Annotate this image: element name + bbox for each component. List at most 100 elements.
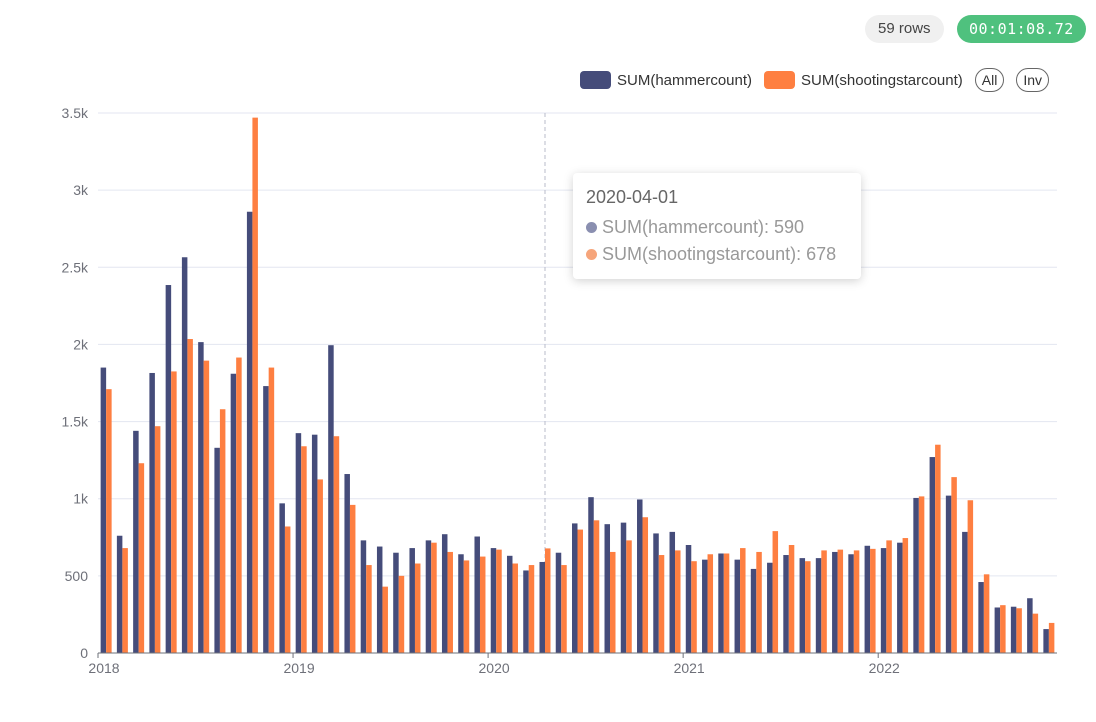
bar-hammercount[interactable] [815, 558, 822, 653]
bar-shootingstarcount[interactable] [154, 426, 161, 653]
bar-shootingstarcount[interactable] [106, 389, 112, 653]
bar-hammercount[interactable] [734, 559, 741, 653]
bar-hammercount[interactable] [116, 535, 123, 653]
bar-hammercount[interactable] [929, 457, 936, 653]
bar-shootingstarcount[interactable] [561, 565, 567, 653]
bar-shootingstarcount[interactable] [496, 549, 502, 653]
bar-shootingstarcount[interactable] [382, 586, 388, 653]
bar-hammercount[interactable] [393, 552, 399, 653]
bar-shootingstarcount[interactable] [658, 555, 665, 653]
bar-hammercount[interactable] [490, 548, 497, 653]
bar-hammercount[interactable] [328, 345, 334, 653]
bar-hammercount[interactable] [653, 533, 659, 653]
bar-hammercount[interactable] [637, 499, 643, 653]
bar-shootingstarcount[interactable] [675, 550, 681, 653]
bar-hammercount[interactable] [1010, 606, 1017, 653]
bar-hammercount[interactable] [344, 474, 350, 653]
bar-hammercount[interactable] [978, 582, 984, 653]
bar-shootingstarcount[interactable] [951, 477, 957, 653]
bar-hammercount[interactable] [360, 540, 367, 653]
bar-shootingstarcount[interactable] [1016, 608, 1022, 653]
bar-hammercount[interactable] [848, 554, 854, 653]
bar-shootingstarcount[interactable] [756, 551, 762, 653]
bar-hammercount[interactable] [864, 545, 871, 653]
bar-shootingstarcount[interactable] [528, 565, 535, 653]
legend-invert-button[interactable]: Inv [1016, 68, 1050, 92]
bar-hammercount[interactable] [311, 434, 318, 653]
bar-shootingstarcount[interactable] [740, 548, 746, 653]
bar-shootingstarcount[interactable] [333, 436, 340, 653]
bar-shootingstarcount[interactable] [463, 560, 470, 653]
bar-shootingstarcount[interactable] [723, 553, 730, 653]
bar-hammercount[interactable] [620, 522, 627, 653]
bar-hammercount[interactable] [376, 546, 383, 653]
legend-item-shootingstarcount[interactable]: SUM(shootingstarcount) [764, 71, 963, 89]
bar-shootingstarcount[interactable] [837, 549, 844, 653]
bar-shootingstarcount[interactable] [122, 548, 128, 653]
bar-hammercount[interactable] [767, 562, 773, 653]
bar-hammercount[interactable] [555, 552, 562, 653]
bar-hammercount[interactable] [750, 568, 757, 653]
bar-shootingstarcount[interactable] [707, 554, 714, 653]
bar-shootingstarcount[interactable] [1000, 605, 1006, 653]
bar-hammercount[interactable] [295, 433, 302, 653]
bar-hammercount[interactable] [1043, 629, 1049, 653]
bar-hammercount[interactable] [669, 531, 676, 653]
bar-hammercount[interactable] [832, 551, 838, 653]
bar-hammercount[interactable] [198, 342, 204, 653]
bar-hammercount[interactable] [799, 558, 806, 653]
bar-hammercount[interactable] [880, 548, 887, 653]
bar-shootingstarcount[interactable] [626, 540, 632, 653]
bar-shootingstarcount[interactable] [479, 556, 486, 653]
bar-hammercount[interactable] [279, 503, 285, 653]
bar-hammercount[interactable] [1027, 598, 1033, 653]
bar-hammercount[interactable] [165, 285, 172, 653]
bar-hammercount[interactable] [994, 607, 1001, 653]
bar-shootingstarcount[interactable] [301, 446, 307, 653]
bar-shootingstarcount[interactable] [187, 339, 193, 653]
bar-hammercount[interactable] [685, 545, 692, 653]
bar-shootingstarcount[interactable] [983, 574, 990, 653]
bar-shootingstarcount[interactable] [284, 526, 291, 653]
bar-hammercount[interactable] [913, 497, 919, 653]
bar-shootingstarcount[interactable] [317, 479, 323, 653]
bar-hammercount[interactable] [945, 495, 952, 653]
bar-shootingstarcount[interactable] [691, 561, 697, 653]
legend-item-hammercount[interactable]: SUM(hammercount) [580, 71, 752, 89]
bar-shootingstarcount[interactable] [431, 542, 437, 653]
bar-hammercount[interactable] [214, 447, 220, 653]
bar-shootingstarcount[interactable] [398, 575, 405, 653]
bar-shootingstarcount[interactable] [577, 529, 584, 653]
bar-shootingstarcount[interactable] [772, 531, 779, 653]
bar-shootingstarcount[interactable] [1048, 622, 1055, 653]
bar-hammercount[interactable] [230, 373, 237, 653]
bar-hammercount[interactable] [263, 386, 269, 653]
bar-shootingstarcount[interactable] [870, 548, 876, 653]
bar-shootingstarcount[interactable] [414, 563, 421, 653]
bar-shootingstarcount[interactable] [203, 360, 210, 653]
bar-hammercount[interactable] [474, 536, 480, 653]
bar-shootingstarcount[interactable] [447, 551, 453, 653]
bar-shootingstarcount[interactable] [593, 520, 600, 653]
bar-shootingstarcount[interactable] [171, 371, 177, 653]
bar-hammercount[interactable] [441, 534, 448, 653]
bar-hammercount[interactable] [783, 555, 789, 653]
bar-shootingstarcount[interactable] [236, 357, 242, 653]
bar-hammercount[interactable] [523, 570, 529, 653]
bar-shootingstarcount[interactable] [610, 551, 616, 653]
bar-shootingstarcount[interactable] [512, 563, 518, 653]
legend-select-all-button[interactable]: All [974, 68, 1005, 92]
bar-shootingstarcount[interactable] [967, 500, 974, 653]
bar-shootingstarcount[interactable] [821, 550, 827, 653]
bar-hammercount[interactable] [100, 367, 107, 653]
bar-shootingstarcount[interactable] [544, 548, 551, 653]
bar-hammercount[interactable] [897, 542, 903, 653]
bar-hammercount[interactable] [588, 497, 594, 653]
bar-hammercount[interactable] [604, 524, 611, 653]
bar-shootingstarcount[interactable] [366, 565, 372, 653]
bar-shootingstarcount[interactable] [268, 367, 275, 653]
bar-shootingstarcount[interactable] [642, 517, 649, 653]
bar-shootingstarcount[interactable] [138, 463, 145, 653]
bar-shootingstarcount[interactable] [349, 504, 356, 653]
